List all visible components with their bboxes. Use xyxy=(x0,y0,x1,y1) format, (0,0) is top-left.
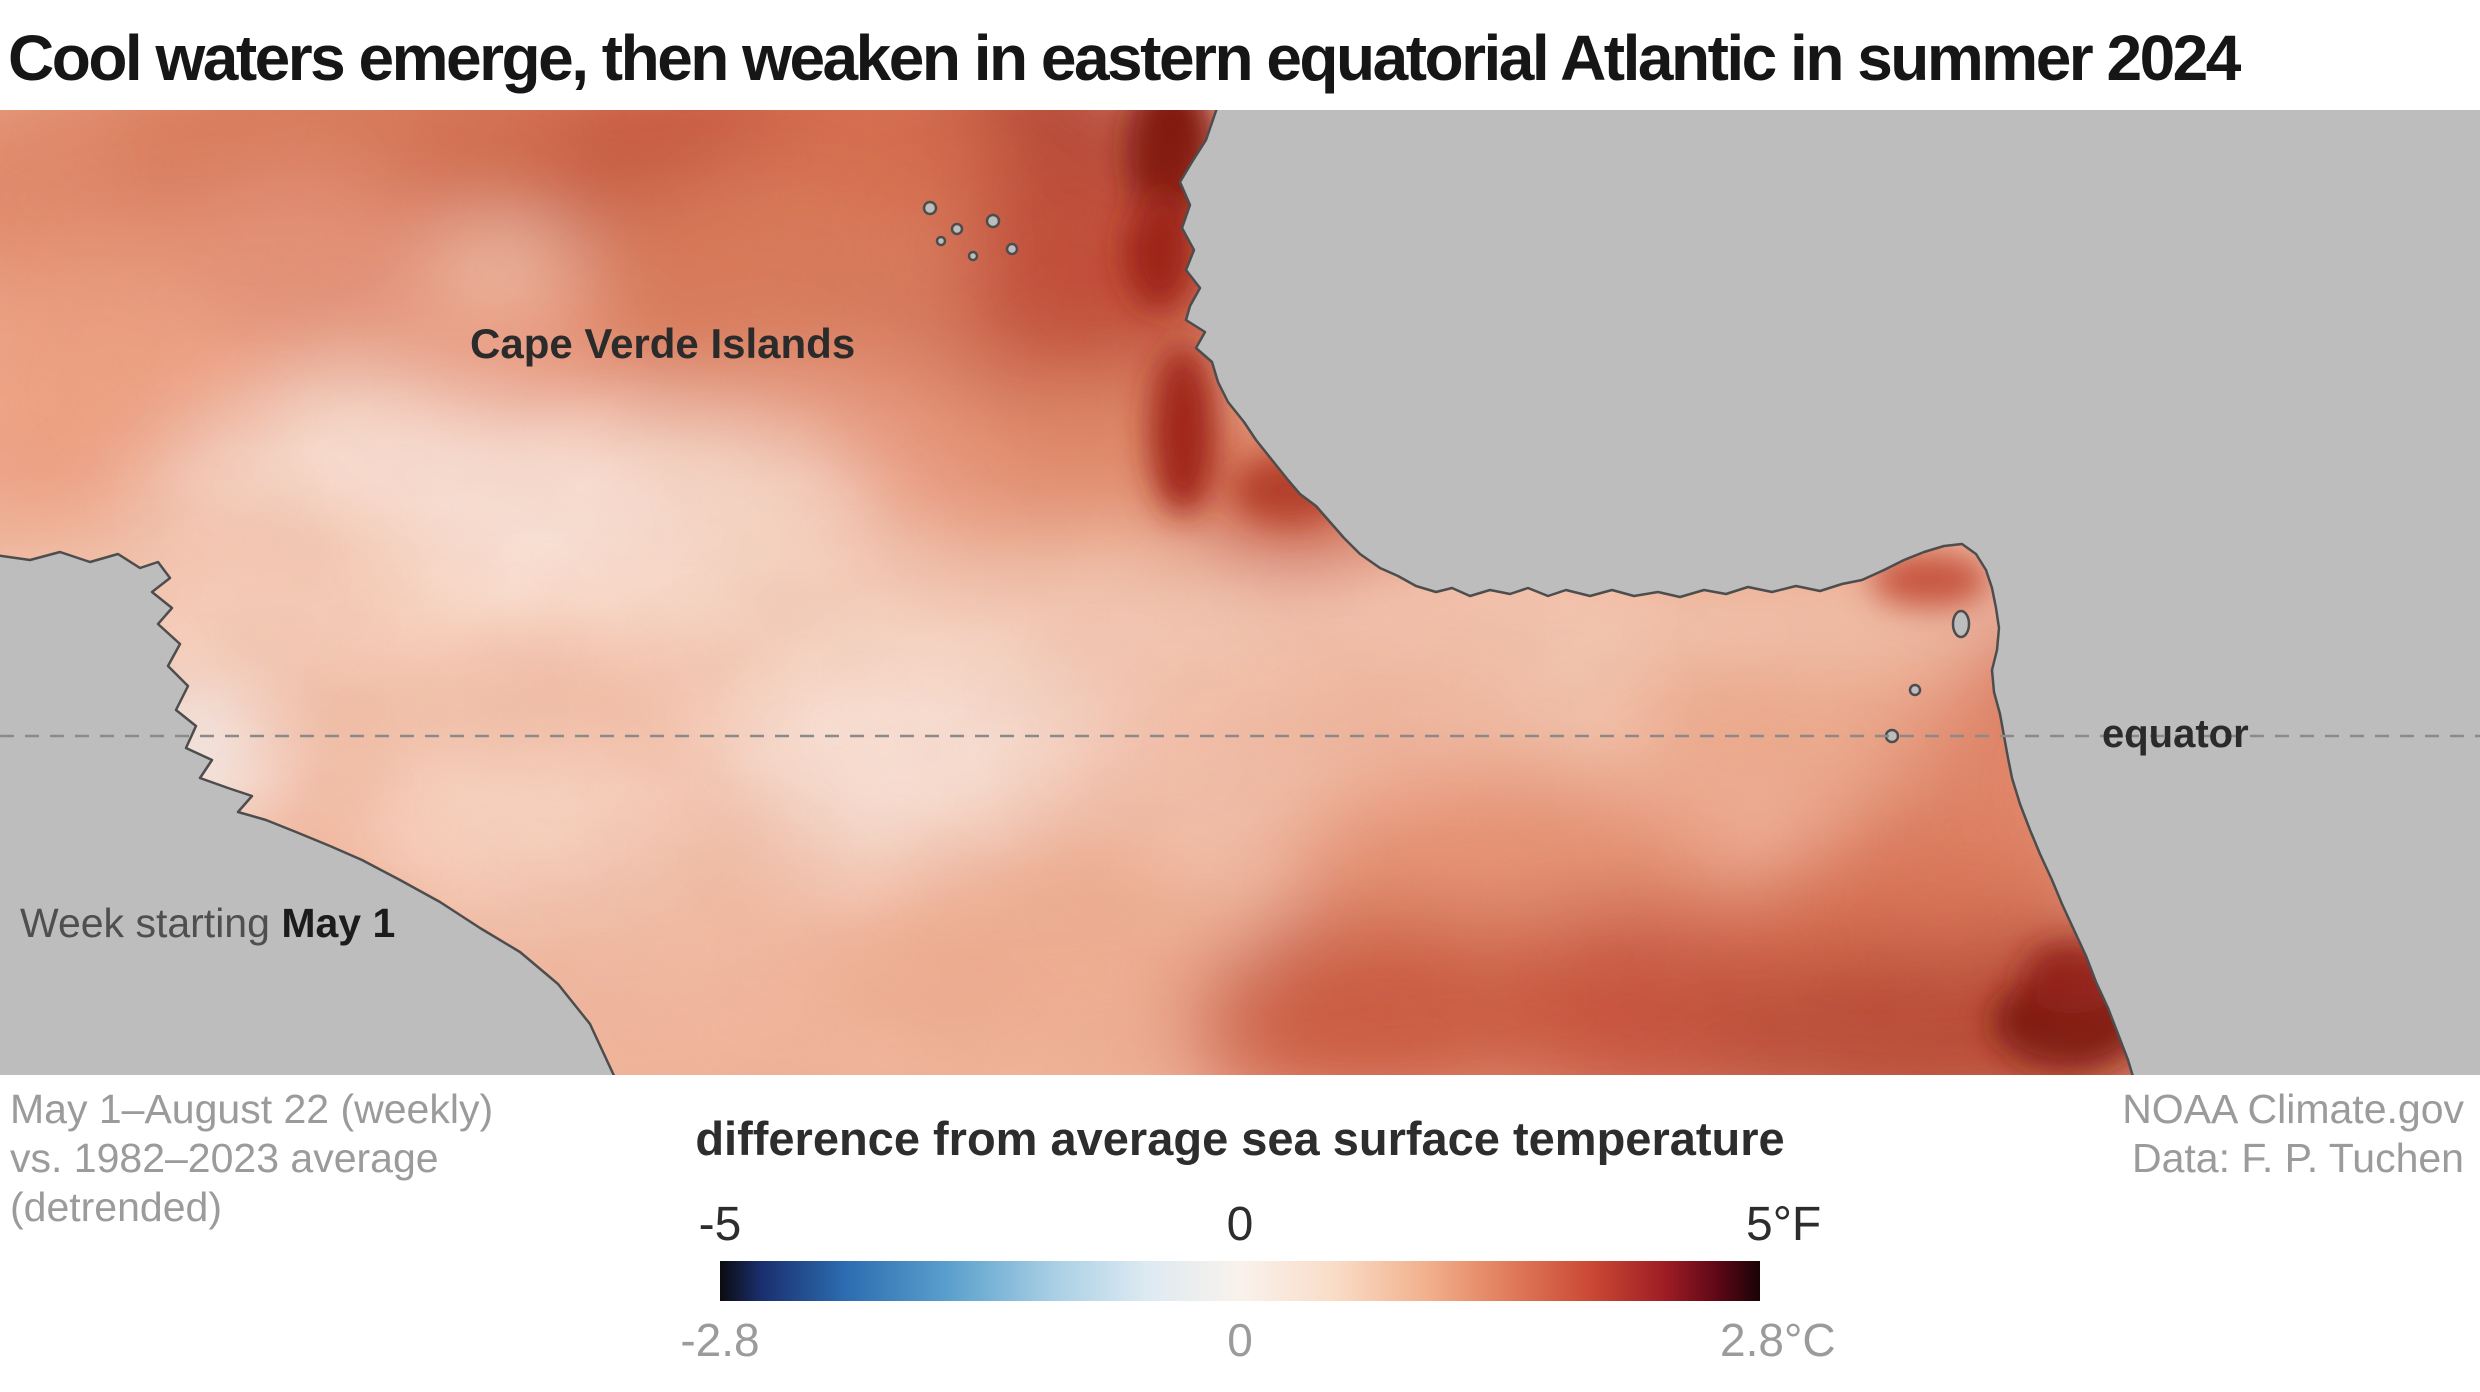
footer: May 1–August 22 (weekly) vs. 1982–2023 a… xyxy=(0,1075,2480,1392)
tick-c-min: -2.8 xyxy=(680,1314,760,1366)
tick-c-mid: 0 xyxy=(1227,1314,1253,1366)
equator-label: equator xyxy=(2102,712,2249,756)
week-starting-prefix: Week starting xyxy=(20,900,270,946)
week-starting-label: Week starting May 1 xyxy=(20,900,395,947)
colorbar xyxy=(720,1261,1760,1301)
tick-f-max: 5°F xyxy=(1746,1198,1822,1251)
map-region: Cape Verde Islands equator Week starting… xyxy=(0,110,2480,1075)
cape-verde-label: Cape Verde Islands xyxy=(470,320,856,367)
colorbar-area: -5 0 5°F -2.8 0 2.8°C xyxy=(680,1075,1835,1392)
credit-source: NOAA Climate.gov xyxy=(2122,1086,2464,1132)
cape-verde-islands-group xyxy=(922,200,1019,262)
period-line-1: May 1–August 22 (weekly) xyxy=(10,1086,494,1132)
period-line-2: vs. 1982–2023 average xyxy=(10,1135,439,1181)
header: Cool waters emerge, then weaken in easte… xyxy=(0,0,2480,110)
land-group xyxy=(0,110,2480,1075)
gulf-of-guinea-islands-group xyxy=(1884,609,1971,744)
tick-f-mid: 0 xyxy=(1226,1198,1254,1251)
legend-title: difference from average sea surface temp… xyxy=(695,1112,1785,1165)
tick-c-max: 2.8°C xyxy=(1720,1314,1836,1366)
page-title: Cool waters emerge, then weaken in easte… xyxy=(8,22,2241,94)
south-america-landmass xyxy=(0,550,616,1075)
week-starting-value: May 1 xyxy=(281,900,396,946)
map-canvas xyxy=(0,110,2480,1075)
period-line-3: (detrended) xyxy=(10,1184,222,1230)
africa-landmass xyxy=(1178,110,2480,1075)
period-note: May 1–August 22 (weekly) vs. 1982–2023 a… xyxy=(10,1085,493,1232)
tick-f-min: -5 xyxy=(698,1198,742,1251)
credits: NOAA Climate.gov Data: F. P. Tuchen xyxy=(2122,1085,2464,1183)
credit-data: Data: F. P. Tuchen xyxy=(2131,1135,2464,1181)
